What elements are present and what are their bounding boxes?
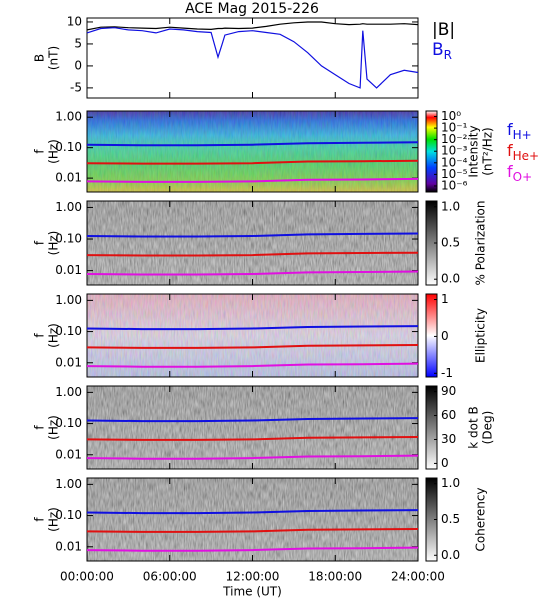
colorbar-tick-label: 1 (441, 292, 449, 306)
colorbar-tick-label: 10⁻⁶ (441, 178, 468, 192)
colorbar-label: (nT²/Hz) (481, 127, 495, 175)
legend-label: |B| (432, 20, 455, 40)
y-axis-label: (nT) (47, 46, 61, 70)
colorbar-tick-label: -1 (441, 366, 453, 380)
y-tick-label: 0.01 (55, 539, 82, 553)
colorbar-tick-label: 90 (441, 384, 456, 398)
series-line (86, 177, 419, 183)
colorbar-label: % Polarization (474, 201, 488, 286)
y-tick-label: 1.00 (55, 477, 82, 491)
colorbar-tick-label: 0.0 (441, 548, 460, 562)
series-line (86, 509, 419, 515)
y-axis-label: (Hz) (47, 231, 61, 256)
colorbar (425, 385, 438, 470)
y-axis-label: (Hz) (47, 139, 61, 164)
y-axis-label: f (33, 333, 47, 338)
colorbar-tick-label: 10⁻² (441, 132, 468, 146)
spectrogram-texture (87, 294, 418, 377)
series-line (86, 528, 419, 533)
y-tick-label: -5 (70, 80, 82, 94)
x-tick-label: 18:00:00 (308, 570, 362, 584)
series-line (86, 344, 419, 349)
colorbar-tick-label: 10⁻¹ (441, 121, 468, 135)
series-line (86, 546, 419, 552)
y-axis-label: (Hz) (47, 507, 61, 532)
colorbar-tick-label: 1.0 (441, 199, 460, 213)
colorbar-tick-label: 0 (441, 456, 449, 470)
y-tick-label: 0.01 (55, 355, 82, 369)
y-tick-label: 0.01 (55, 447, 82, 461)
y-tick-label: 0.01 (55, 171, 82, 185)
spectrogram-texture (87, 386, 418, 469)
colorbar-tick-label: 0 (441, 329, 449, 343)
series-line (86, 232, 419, 238)
colorbar-tick-label: 1.0 (441, 476, 460, 490)
colorbar (425, 293, 438, 378)
series-line (86, 417, 419, 423)
y-tick-label: 1.00 (55, 385, 82, 399)
y-axis-label: f (33, 425, 47, 430)
y-axis-label: (Hz) (47, 323, 61, 348)
y-tick-label: 5 (74, 36, 82, 50)
series-line (86, 251, 419, 257)
colorbar-tick-label: 60 (441, 408, 456, 422)
y-axis-label: f (33, 149, 47, 154)
series-line (86, 21, 419, 31)
y-tick-label: 0.10 (55, 416, 82, 430)
colorbar-tick-label: 30 (441, 432, 456, 446)
colorbar-label: (Deg) (481, 411, 495, 445)
y-tick-label: 0.01 (55, 263, 82, 277)
y-tick-label: 10 (67, 14, 82, 28)
x-tick-label: 12:00:00 (226, 570, 280, 584)
colorbar-label: Coherency (474, 487, 488, 551)
y-tick-label: 0 (74, 58, 82, 72)
x-tick-label: 24:00:00 (391, 570, 445, 584)
series-line (86, 325, 419, 331)
colorbar-label: k dot B (467, 406, 481, 448)
colorbar-tick-label: 10⁰ (441, 109, 461, 123)
y-tick-label: 0.10 (55, 324, 82, 338)
y-tick-label: 0.10 (55, 508, 82, 522)
series-line (86, 141, 419, 147)
y-axis-label: f (33, 517, 47, 522)
y-tick-label: 0.10 (55, 140, 82, 154)
y-axis-label: f (33, 240, 47, 245)
x-tick-label: 00:00:00 (60, 570, 114, 584)
y-tick-label: 1.00 (55, 293, 82, 307)
legend-label: fO+ (507, 162, 532, 184)
x-axis-label: Time (UT) (222, 585, 282, 599)
title: ACE Mag 2015-226 (185, 1, 319, 17)
y-tick-label: 1.00 (55, 200, 82, 214)
legend-label: fHe+ (507, 141, 539, 163)
colorbar-tick-label: 0.5 (441, 512, 460, 526)
y-tick-label: 1.00 (55, 110, 82, 124)
series-line (86, 362, 419, 368)
series-line (86, 454, 419, 460)
series-line (86, 436, 419, 441)
x-tick-label: 06:00:00 (143, 570, 197, 584)
legend-label: BR (432, 40, 452, 62)
series-line (86, 270, 419, 276)
series-line (86, 27, 419, 89)
colorbar-tick-label: 10⁻³ (441, 144, 468, 158)
colorbar-label: Ellipticity (474, 308, 488, 363)
colorbar-label: Intensity (467, 125, 481, 177)
spectrogram-texture (87, 478, 418, 561)
y-tick-label: 0.10 (55, 232, 82, 246)
y-axis-label: B (33, 54, 47, 62)
colorbar-tick-label: 10⁻⁵ (441, 167, 468, 181)
legend-label: fH+ (507, 120, 532, 142)
colorbar-tick-label: 0.0 (441, 272, 460, 286)
series-line (86, 159, 419, 165)
colorbar-tick-label: 0.5 (441, 236, 460, 250)
y-axis-label: (Hz) (47, 415, 61, 440)
colorbar-tick-label: 10⁻⁴ (441, 155, 468, 169)
